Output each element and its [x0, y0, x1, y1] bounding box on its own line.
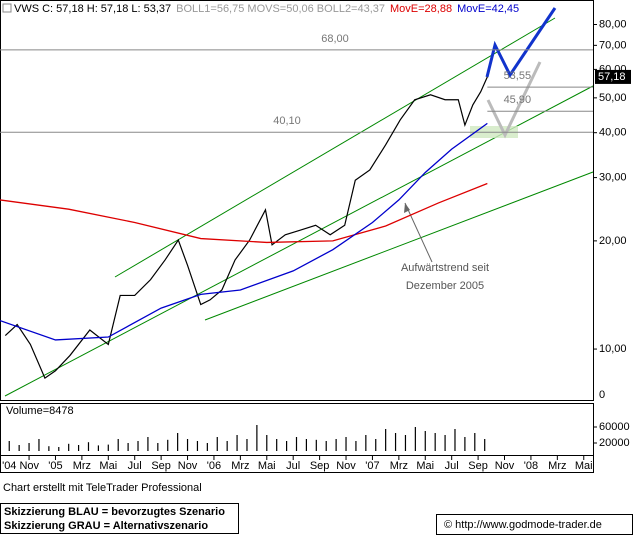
x-tick-label: Jul	[128, 460, 142, 472]
annotation-arrow	[404, 202, 433, 263]
annotation: Dezember 2005	[406, 280, 484, 292]
credit: Chart erstellt mit TeleTrader Profession…	[3, 482, 202, 494]
series-line	[4, 76, 488, 380]
x-tick-label: Sep	[468, 460, 488, 472]
legend-entry: VWS C: 57,18 H: 57,18 L: 53,37	[14, 3, 171, 15]
x-tick-label: '08	[524, 460, 538, 472]
volume-label: Volume=8478	[6, 405, 74, 417]
last-price-label: 57,18	[598, 71, 626, 83]
x-tick-label: Mai	[99, 460, 117, 472]
level-label: 45,90	[504, 94, 532, 106]
legend-blue: Skizzierung BLAU = bevorzugtes Szenario	[4, 506, 225, 518]
volume-tick-label: 20000	[599, 437, 630, 449]
y-tick-label: 80,00	[599, 18, 627, 30]
x-tick-label: Jul	[286, 460, 300, 472]
x-tick-label: Mrz	[73, 460, 91, 472]
x-tick-label: Nov	[495, 460, 515, 472]
y-tick-label: 10,00	[599, 343, 627, 355]
x-tick-label: '06	[207, 460, 221, 472]
y-tick-label: 0	[599, 389, 605, 401]
y-tick-label: 70,00	[599, 39, 627, 51]
x-tick-label: '04 Nov	[2, 460, 39, 472]
x-tick-label: Mai	[416, 460, 434, 472]
price-panel	[0, 0, 594, 401]
x-tick-label: Mai	[258, 460, 276, 472]
legend-box	[0, 503, 239, 534]
legend-entry: MovE=42,45	[457, 3, 519, 15]
x-tick-label: Mrz	[390, 460, 408, 472]
x-tick-label: Mai	[575, 460, 593, 472]
x-axis-band	[0, 455, 594, 473]
x-tick-label: Sep	[310, 460, 330, 472]
x-tick-label: Nov	[178, 460, 198, 472]
series-line	[0, 182, 488, 244]
y-tick-label: 50,00	[599, 92, 627, 104]
y-tick-label: 30,00	[599, 171, 627, 183]
series-line	[0, 122, 488, 341]
arrow-head	[404, 203, 410, 213]
level-label: 68,00	[321, 33, 349, 45]
url-box	[436, 514, 633, 535]
x-tick-label: Mrz	[548, 460, 566, 472]
x-tick-label: Nov	[336, 460, 356, 472]
legend-entry: MovE=28,88	[390, 3, 452, 15]
x-tick-label: '07	[365, 460, 379, 472]
level-label: 53,55	[504, 70, 532, 82]
legend-grey: Skizzierung GRAU = Alternativszenario	[4, 520, 208, 532]
volume-tick-label: 60000	[599, 421, 630, 433]
scenario-blue	[485, 7, 557, 78]
x-tick-label: '05	[48, 460, 62, 472]
trend-line	[114, 17, 556, 278]
annotation: Aufwärtstrend seit	[401, 262, 489, 274]
x-tick-label: Jul	[445, 460, 459, 472]
x-tick-label: Sep	[151, 460, 171, 472]
level-label: 40,10	[273, 115, 301, 127]
trend-line	[204, 171, 594, 321]
y-tick-label: 20,00	[599, 235, 627, 247]
legend-entry: BOLL1=56,75 MOVS=50,06 BOLL2=43,37	[176, 3, 385, 15]
y-tick-label: 40,00	[599, 127, 627, 139]
legend-icon	[2, 3, 12, 13]
last-price-box	[595, 69, 631, 84]
url: © http://www.godmode-trader.de	[444, 519, 602, 531]
x-tick-label: Mrz	[231, 460, 249, 472]
